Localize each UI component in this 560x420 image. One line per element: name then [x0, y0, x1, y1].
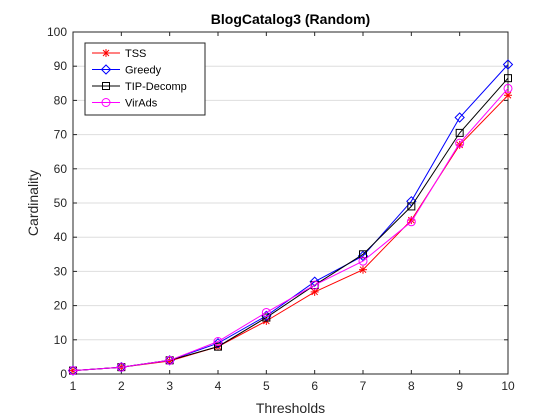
y-tick-label: 70	[54, 128, 68, 142]
x-tick-label: 4	[215, 379, 222, 393]
data-point-virads	[261, 307, 271, 317]
data-point-greedy	[309, 276, 320, 287]
legend-label: VirAds	[125, 98, 158, 110]
y-tick-label: 20	[54, 299, 68, 313]
y-tick-label: 10	[54, 333, 68, 347]
legend-marker-virads	[101, 98, 111, 107]
data-point-virads	[68, 366, 78, 376]
x-axis-title: Thresholds	[256, 400, 325, 416]
y-tick-label: 80	[54, 93, 68, 107]
legend-label: TIP-Decomp	[125, 81, 187, 93]
data-point-virads	[406, 217, 416, 227]
data-point-tip-decomp	[504, 74, 512, 83]
y-tick-label: 50	[54, 196, 68, 210]
legend-marker-tss	[102, 49, 110, 57]
series-lines	[67, 59, 514, 376]
data-point-tip-decomp	[359, 250, 367, 259]
y-tick-label: 0	[60, 367, 67, 381]
y-tick-label: 30	[54, 264, 68, 278]
data-point-virads	[455, 138, 465, 148]
x-tick-label: 9	[456, 379, 463, 393]
x-tick-label: 1	[70, 379, 77, 393]
data-point-tip-decomp	[262, 313, 271, 322]
legend-marker-tip-decomp	[102, 82, 110, 90]
legend-item-greedy: Greedy	[92, 64, 162, 77]
series-virads	[68, 83, 513, 376]
data-point-tip-decomp	[407, 202, 416, 211]
x-tick-label: 5	[263, 379, 270, 393]
y-tick-label: 40	[54, 230, 68, 244]
legend-marker-greedy	[100, 64, 112, 75]
data-point-virads	[116, 362, 126, 372]
data-point-tip-decomp	[214, 342, 222, 351]
chart-title: BlogCatalog3 (Random)	[211, 11, 370, 27]
data-point-greedy	[502, 59, 514, 70]
legend-item-tss: TSS	[92, 48, 146, 60]
data-point-virads	[310, 280, 320, 290]
data-point-greedy	[212, 338, 224, 349]
x-tick-label: 8	[408, 379, 415, 393]
legend-item-tip-decomp: TIP-Decomp	[92, 81, 187, 93]
data-point-virads	[503, 83, 513, 93]
x-tick-label: 7	[360, 379, 367, 393]
y-tick-label: 90	[54, 59, 68, 73]
y-tick-label: 100	[47, 25, 67, 39]
legend-label: TSS	[125, 48, 146, 60]
x-tick-label: 6	[311, 379, 318, 393]
data-point-greedy	[454, 112, 465, 123]
y-tick-label: 60	[54, 162, 68, 176]
x-tick-label: 10	[501, 379, 515, 393]
legend: TSS Greedy TIP-Decomp VirAds	[84, 42, 206, 116]
data-point-virads	[165, 355, 175, 365]
x-tick-label: 3	[166, 379, 173, 393]
axis-ticks: 0 10 20 30 40 50 60 70 80 90 100 1 2 3 4 5 6 7 8 9 10	[47, 25, 515, 393]
series-line-virads	[72, 88, 509, 372]
data-point-virads	[213, 337, 223, 347]
legend-label: Greedy	[125, 65, 162, 77]
legend-item-virads: VirAds	[92, 98, 158, 110]
data-point-virads	[358, 256, 368, 266]
data-point-tip-decomp	[455, 128, 464, 137]
data-point-tss	[359, 265, 367, 274]
y-axis-title: Cardinality	[25, 170, 41, 236]
x-tick-label: 2	[118, 379, 125, 393]
